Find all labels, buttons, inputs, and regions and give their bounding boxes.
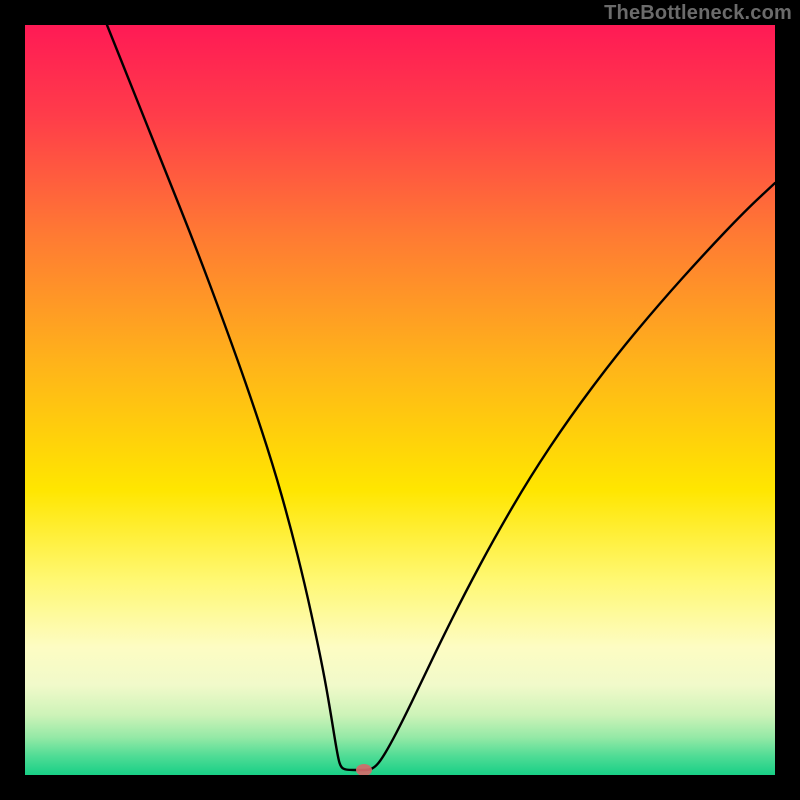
bottleneck-curve	[25, 25, 775, 775]
chart-frame: TheBottleneck.com	[0, 0, 800, 800]
optimal-point-marker	[356, 764, 372, 775]
watermark-text: TheBottleneck.com	[604, 2, 792, 25]
plot-area	[25, 25, 775, 775]
